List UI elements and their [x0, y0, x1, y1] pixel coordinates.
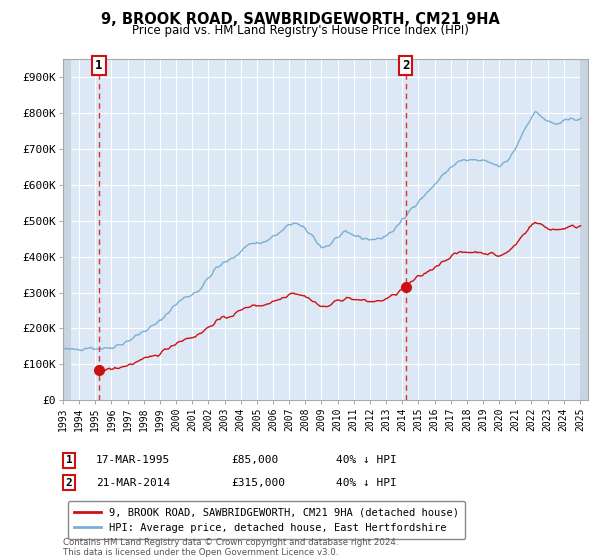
Text: Price paid vs. HM Land Registry's House Price Index (HPI): Price paid vs. HM Land Registry's House … — [131, 24, 469, 37]
Text: 21-MAR-2014: 21-MAR-2014 — [96, 478, 170, 488]
Text: 2: 2 — [65, 478, 73, 488]
Text: £85,000: £85,000 — [231, 455, 278, 465]
Bar — [63, 59, 71, 400]
Text: 1: 1 — [95, 59, 103, 72]
Text: Contains HM Land Registry data © Crown copyright and database right 2024.
This d: Contains HM Land Registry data © Crown c… — [63, 538, 398, 557]
Text: 2: 2 — [402, 59, 409, 72]
Text: 17-MAR-1995: 17-MAR-1995 — [96, 455, 170, 465]
Bar — [580, 59, 588, 400]
Legend: 9, BROOK ROAD, SAWBRIDGEWORTH, CM21 9HA (detached house), HPI: Average price, de: 9, BROOK ROAD, SAWBRIDGEWORTH, CM21 9HA … — [68, 501, 465, 539]
Text: 40% ↓ HPI: 40% ↓ HPI — [336, 478, 397, 488]
Text: 9, BROOK ROAD, SAWBRIDGEWORTH, CM21 9HA: 9, BROOK ROAD, SAWBRIDGEWORTH, CM21 9HA — [101, 12, 499, 27]
Text: £315,000: £315,000 — [231, 478, 285, 488]
Text: 40% ↓ HPI: 40% ↓ HPI — [336, 455, 397, 465]
Text: 1: 1 — [65, 455, 73, 465]
